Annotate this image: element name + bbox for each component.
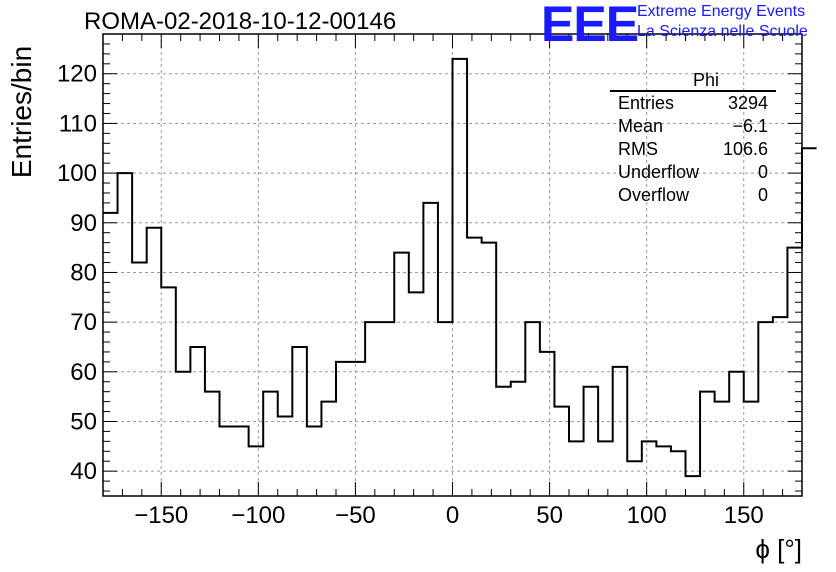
stats-value: 106.6: [722, 139, 768, 159]
stats-label: RMS: [618, 139, 658, 159]
stats-value: 3294: [727, 93, 768, 113]
logo-text: Extreme Energy Events La Scienza nelle S…: [637, 2, 808, 42]
histogram-bin: [205, 392, 220, 496]
histogram-bin: [613, 367, 628, 496]
stats-row-overflow: Overflow 0: [610, 184, 776, 207]
histogram-bin: [511, 382, 526, 496]
histogram-bin: [321, 402, 336, 496]
histogram-bin: [744, 402, 759, 496]
stats-box: Phi Entries 3294 Mean −6.1 RMS 106.6 Und…: [610, 70, 776, 207]
stats-value: 0: [757, 185, 768, 205]
x-tick-label: −150: [134, 502, 188, 529]
histogram-bin: [525, 322, 540, 496]
histogram-bin: [686, 476, 701, 496]
x-tick-label: 150: [724, 502, 764, 529]
eee-logo: EEE: [541, 0, 639, 52]
histogram-bin: [642, 441, 657, 496]
stats-value: 0: [757, 162, 768, 182]
stats-title: Phi: [610, 70, 776, 92]
histogram-bin: [234, 426, 249, 496]
stats-label: Mean: [618, 116, 664, 136]
histogram-bin: [365, 322, 380, 496]
stats-value: −6.1: [732, 116, 768, 136]
y-tick-label: 90: [70, 210, 97, 237]
y-tick-label: 80: [70, 259, 97, 286]
y-tick-label: 70: [70, 309, 97, 336]
x-tick-label: 100: [627, 502, 667, 529]
x-tick-label: −50: [335, 502, 376, 529]
stats-label: Entries: [618, 93, 675, 113]
histogram-bin: [176, 372, 191, 496]
histogram-bin: [700, 392, 715, 496]
y-axis-label: Entries/bin: [6, 45, 37, 179]
stats-row-rms: RMS 106.6: [610, 138, 776, 161]
x-tick-label: −100: [231, 502, 285, 529]
stats-row-entries: Entries 3294: [610, 92, 776, 115]
stats-label: Underflow: [618, 162, 700, 182]
histogram-bin: [584, 387, 599, 496]
y-tick-label: 60: [70, 359, 97, 386]
stats-row-underflow: Underflow 0: [610, 161, 776, 184]
histogram-bin: [773, 317, 788, 496]
histogram-bin: [380, 322, 395, 496]
histogram-bin: [263, 392, 278, 496]
y-tick-label: 50: [70, 408, 97, 435]
histogram-bin: [409, 292, 424, 496]
histogram-bin: [715, 402, 730, 496]
y-tick-label: 100: [57, 160, 97, 187]
histogram-bin: [336, 362, 351, 496]
histogram-bin: [569, 441, 584, 496]
histogram-bin: [802, 148, 817, 496]
histogram-bin: [496, 387, 511, 496]
histogram-bin: [220, 426, 235, 496]
x-axis-label: ϕ [°]: [755, 534, 802, 564]
histogram-bin: [453, 59, 468, 496]
histogram-bin: [292, 347, 307, 496]
histogram-bin: [190, 347, 205, 496]
histogram-bin: [394, 253, 409, 496]
logo-line-1: Extreme Energy Events: [637, 3, 806, 20]
histogram-bin: [467, 238, 482, 496]
y-tick-label: 110: [59, 110, 97, 137]
histogram-bin: [351, 362, 366, 496]
histogram-bin: [423, 203, 438, 496]
histogram-bin: [729, 372, 744, 496]
histogram-bin: [627, 461, 642, 496]
histogram-bin: [307, 426, 322, 496]
histogram-bin: [103, 213, 118, 496]
logo-line-2: La Scienza nelle Scuole: [637, 23, 808, 40]
histogram-bin: [554, 407, 569, 496]
histogram-bin: [671, 451, 686, 496]
histogram-bin: [278, 417, 293, 496]
histogram-bin: [161, 287, 176, 496]
x-tick-label: 0: [446, 502, 459, 529]
histogram-bin: [540, 352, 555, 496]
histogram-bin: [147, 228, 162, 496]
stats-label: Overflow: [618, 185, 690, 205]
stats-row-mean: Mean −6.1: [610, 115, 776, 138]
x-tick-label: 50: [536, 502, 563, 529]
histogram-bin: [118, 173, 133, 496]
y-tick-label: 40: [70, 458, 97, 485]
histogram-series: [103, 57, 817, 478]
histogram-bin: [482, 243, 497, 496]
y-tick-label: 120: [57, 61, 97, 88]
histogram-bin: [249, 446, 264, 496]
chart-title: ROMA-02-2018-10-12-00146: [84, 8, 397, 35]
histogram-bin: [656, 446, 671, 496]
histogram-bin: [598, 441, 613, 496]
histogram-bin: [758, 322, 773, 496]
histogram-bin: [132, 263, 147, 496]
histogram-bin: [438, 322, 453, 496]
